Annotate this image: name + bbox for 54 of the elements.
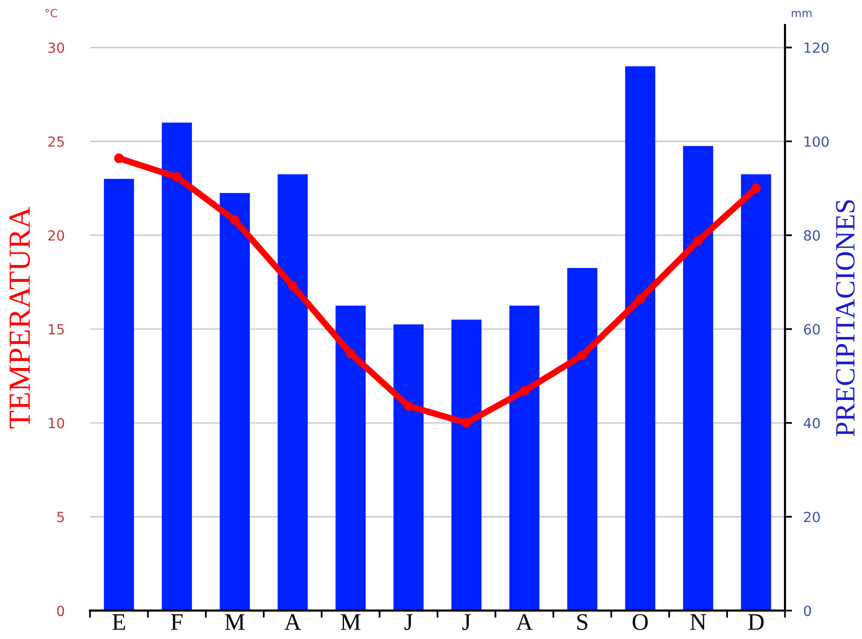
- y-tick-label: 0: [57, 606, 64, 616]
- y-tick-label: 20: [48, 230, 64, 241]
- x-tick-label: N: [690, 614, 706, 630]
- point: [693, 236, 703, 246]
- x-tick-label: F: [170, 614, 183, 630]
- x-tick-label: A: [516, 614, 533, 630]
- bar: [509, 306, 540, 611]
- point: [404, 401, 414, 411]
- x-tick-label: M: [224, 614, 245, 630]
- y2-tick-label: 120: [804, 42, 829, 53]
- point: [462, 418, 472, 428]
- y-tick-label: 15: [48, 324, 64, 335]
- point: [577, 350, 588, 360]
- bar: [336, 306, 366, 611]
- y-tick-label: 25: [48, 136, 64, 147]
- bar: [104, 178, 134, 611]
- x-tick-label: E: [112, 614, 125, 630]
- y2-tick-label: 0: [804, 606, 811, 616]
- y2-axis-title: PRECIPITACIONES: [836, 200, 855, 436]
- point: [346, 348, 356, 358]
- x-tick-label: O: [632, 614, 648, 630]
- x-tick-label: D: [748, 614, 764, 630]
- text: mm: [792, 10, 812, 18]
- y-tick-label: 5: [57, 512, 64, 522]
- point: [635, 294, 646, 304]
- point: [288, 281, 298, 291]
- point: [114, 153, 124, 164]
- point: [230, 215, 240, 226]
- y2-tick-label: 100: [804, 136, 829, 147]
- bar: [278, 174, 308, 611]
- point: [172, 172, 182, 182]
- bar: [393, 324, 424, 611]
- bar: [683, 146, 714, 611]
- bar: [451, 320, 482, 611]
- x-tick-label: J: [404, 614, 413, 630]
- x-tick-label: S: [577, 614, 588, 630]
- bar: [162, 122, 192, 611]
- point: [520, 386, 530, 396]
- bar: [740, 174, 772, 611]
- bar: [625, 66, 656, 611]
- y-axis-title: TEMPERATURA: [10, 206, 30, 428]
- point: [751, 183, 761, 194]
- y-tick-label: 10: [48, 418, 64, 428]
- y2-tick-label: 40: [804, 418, 820, 428]
- y2-tick-label: 80: [804, 230, 820, 241]
- x-tick-label: M: [340, 614, 360, 630]
- y-tick-label: 30: [48, 42, 64, 53]
- y2-tick-label: 60: [804, 324, 820, 335]
- text: °C: [46, 8, 58, 18]
- bar: [567, 268, 598, 611]
- y2-tick-label: 20: [804, 512, 820, 522]
- x-tick-label: A: [284, 614, 302, 630]
- x-tick-label: J: [462, 614, 471, 630]
- bar: [220, 192, 250, 611]
